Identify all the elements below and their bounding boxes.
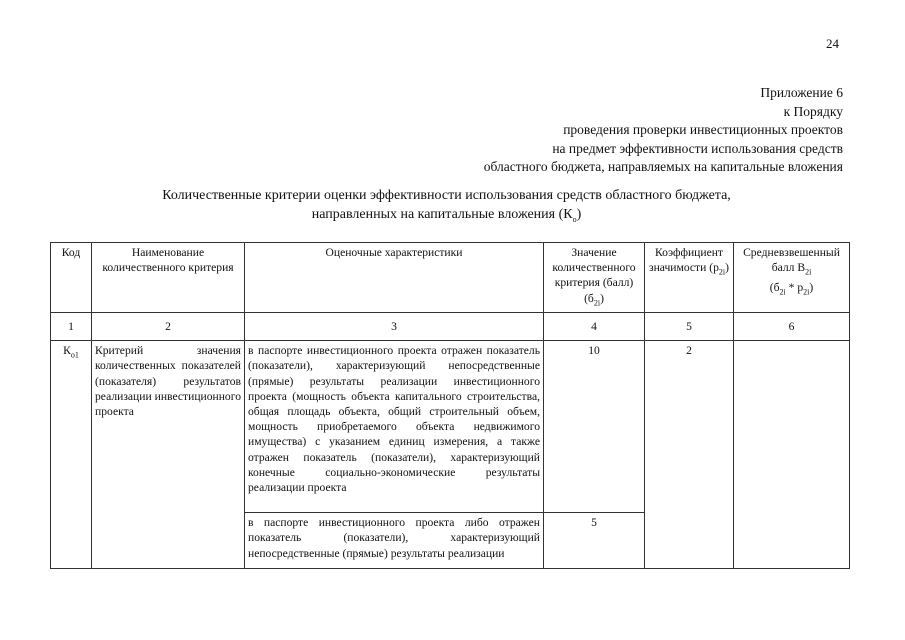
document-title: Количественные критерии оценки эффективн…: [50, 186, 843, 229]
appendix-line: к Порядку: [783, 103, 843, 119]
appendix-line: областного бюджета, направляемых на капи…: [483, 159, 843, 174]
appendix-header: Приложение 6 к Порядку проведения провер…: [484, 84, 843, 177]
criterion-name: Критерий значения количественных показат…: [91, 340, 245, 570]
column-number: 3: [244, 312, 544, 342]
appendix-line: Приложение 6: [760, 85, 843, 100]
criterion-score: 10: [543, 340, 645, 514]
header-code: Код: [50, 241, 92, 314]
header-weighted: Средневзвешенный балл В2i (б2i * р2i): [733, 241, 850, 314]
table-row: в паспорте инвестиционного проекта либо …: [51, 512, 850, 570]
column-number: 2: [91, 312, 245, 342]
table-row: Ко1 Критерий значения количественных пок…: [50, 340, 850, 570]
column-number: 1: [50, 312, 92, 342]
weighted-score: [733, 340, 850, 570]
title-line: Количественные критерии оценки эффективн…: [162, 188, 731, 203]
criteria-table: Код Наименование количественного критери…: [50, 241, 850, 570]
header-row: Код Наименование количественного критери…: [50, 241, 850, 314]
appendix-line: на предмет эффективности использования с…: [552, 140, 843, 156]
criterion-score: 5: [543, 512, 645, 570]
column-number: 4: [543, 312, 645, 342]
characteristic-text: в паспорте инвестиционного проекта либо …: [244, 512, 544, 570]
column-number: 5: [644, 312, 734, 342]
characteristic-text: в паспорте инвестиционного проекта отраж…: [244, 340, 544, 514]
criterion-coefficient: 2: [644, 340, 734, 570]
header-characteristics: Оценочные характеристики: [244, 241, 544, 314]
appendix-line: проведения проверки инвестиционных проек…: [563, 122, 843, 137]
header-value: Значение количественного критерия (балл)…: [543, 241, 645, 314]
header-coefficient: Коэффициент значимости (р2i): [644, 241, 734, 314]
column-number: 6: [733, 312, 850, 342]
criterion-code: Ко1: [50, 340, 92, 570]
column-number-row: 1 2 3 4 5 6: [50, 312, 850, 342]
page-number: 24: [826, 36, 839, 51]
header-name: Наименование количественного критерия: [91, 241, 245, 314]
title-line: направленных на капитальные вложения (Ко…: [311, 207, 582, 224]
